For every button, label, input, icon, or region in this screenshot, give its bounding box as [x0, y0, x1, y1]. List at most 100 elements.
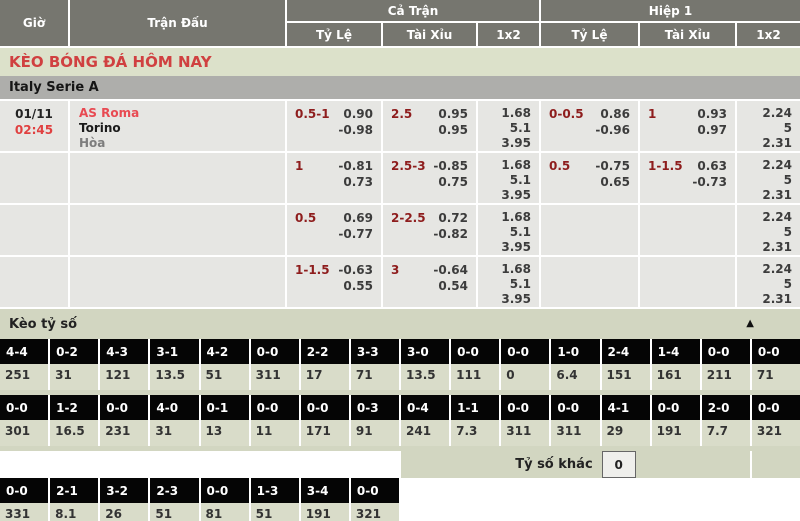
- ft-handicap-cell[interactable]: 0.5 0.69 -0.77: [287, 205, 383, 255]
- score-odds-value[interactable]: 91: [350, 420, 399, 446]
- h1-handicap-cell[interactable]: 0-0.5 0.86 -0.96: [541, 101, 640, 151]
- score-odds-value[interactable]: 311: [551, 420, 600, 446]
- score-odds-value[interactable]: 311: [250, 364, 299, 390]
- h1-1x2-cell[interactable]: 2.24 5 2.31: [737, 153, 800, 203]
- ft-handicap-odds-home[interactable]: 0.90: [343, 107, 373, 121]
- score-odds-cell[interactable]: 3-3 71: [350, 339, 399, 390]
- score-odds-value[interactable]: 13.5: [401, 364, 450, 390]
- h1-1x2-home[interactable]: 2.24: [762, 106, 792, 120]
- ft-1x2-away[interactable]: 3.95: [501, 240, 531, 254]
- score-odds-value[interactable]: 51: [150, 503, 199, 521]
- score-odds-cell[interactable]: 1-2 16.5: [50, 395, 99, 446]
- ft-1x2-home[interactable]: 1.68: [501, 106, 531, 120]
- score-odds-cell[interactable]: 3-1 13.5: [150, 339, 199, 390]
- h1-over-under-cell[interactable]: [640, 205, 737, 255]
- h1-handicap-odds-away[interactable]: 0.65: [600, 175, 630, 189]
- score-odds-cell[interactable]: 0-0 71: [751, 339, 800, 390]
- score-odds-cell[interactable]: 0-0 311: [501, 395, 550, 446]
- h1-handicap-cell[interactable]: [541, 257, 640, 307]
- h1-1x2-away[interactable]: 2.31: [762, 240, 792, 254]
- score-odds-cell[interactable]: 4-0 31: [150, 395, 199, 446]
- score-odds-cell[interactable]: 0-0 171: [300, 395, 349, 446]
- score-odds-value[interactable]: 321: [751, 420, 800, 446]
- ft-over-under-cell[interactable]: 2.5 0.95 0.95: [383, 101, 478, 151]
- score-odds-value[interactable]: 51: [200, 364, 249, 390]
- score-odds-value[interactable]: 301: [0, 420, 49, 446]
- h1-handicap-odds-away[interactable]: -0.96: [595, 123, 630, 137]
- score-odds-cell[interactable]: 4-3 121: [100, 339, 149, 390]
- score-odds-cell[interactable]: 0-0 111: [451, 339, 500, 390]
- ft-1x2-draw[interactable]: 5.1: [509, 173, 531, 187]
- ft-1x2-away[interactable]: 3.95: [501, 292, 531, 306]
- h1-handicap-cell[interactable]: [541, 205, 640, 255]
- score-odds-cell[interactable]: 0-0 231: [100, 395, 149, 446]
- score-odds-cell[interactable]: 1-0 6.4: [551, 339, 600, 390]
- score-odds-cell[interactable]: 0-0 191: [651, 395, 700, 446]
- score-odds-cell[interactable]: 0-2 31: [50, 339, 99, 390]
- ft-1x2-draw[interactable]: 5.1: [509, 121, 531, 135]
- score-odds-value[interactable]: 211: [701, 364, 750, 390]
- ft-1x2-cell[interactable]: 1.68 5.1 3.95: [478, 101, 541, 151]
- ft-1x2-draw[interactable]: 5.1: [509, 225, 531, 239]
- score-odds-value[interactable]: 0: [501, 364, 550, 390]
- ft-over-under-cell[interactable]: 2-2.5 0.72 -0.82: [383, 205, 478, 255]
- score-odds-value[interactable]: 13.5: [150, 364, 199, 390]
- ft-1x2-away[interactable]: 3.95: [501, 136, 531, 150]
- score-odds-value[interactable]: 151: [601, 364, 650, 390]
- score-odds-cell[interactable]: 1-4 161: [651, 339, 700, 390]
- h1-over-under-cell[interactable]: 1 0.93 0.97: [640, 101, 737, 151]
- ft-over-under-cell[interactable]: 3 -0.64 0.54: [383, 257, 478, 307]
- score-odds-cell[interactable]: 0-0 301: [0, 395, 49, 446]
- score-odds-value[interactable]: 6.4: [551, 364, 600, 390]
- score-odds-value[interactable]: 16.5: [50, 420, 99, 446]
- ft-handicap-cell[interactable]: 0.5-1 0.90 -0.98: [287, 101, 383, 151]
- ft-over-odds[interactable]: -0.64: [433, 263, 468, 277]
- score-odds-value[interactable]: 111: [451, 364, 500, 390]
- ft-handicap-odds-away[interactable]: 0.55: [343, 279, 373, 293]
- score-odds-cell[interactable]: 0-0 11: [250, 395, 299, 446]
- ft-1x2-cell[interactable]: 1.68 5.1 3.95: [478, 153, 541, 203]
- score-odds-cell[interactable]: 3-0 13.5: [401, 339, 450, 390]
- score-odds-value[interactable]: 161: [651, 364, 700, 390]
- h1-1x2-away[interactable]: 2.31: [762, 136, 792, 150]
- h1-1x2-cell[interactable]: 2.24 5 2.31: [737, 101, 800, 151]
- score-odds-value[interactable]: 26: [100, 503, 149, 521]
- ft-1x2-home[interactable]: 1.68: [501, 158, 531, 172]
- score-odds-value[interactable]: 71: [350, 364, 399, 390]
- score-odds-cell[interactable]: 0-0 311: [250, 339, 299, 390]
- h1-over-under-cell[interactable]: 1-1.5 0.63 -0.73: [640, 153, 737, 203]
- ft-1x2-draw[interactable]: 5.1: [509, 277, 531, 291]
- score-odds-cell[interactable]: 0-0 321: [751, 395, 800, 446]
- ft-handicap-odds-away[interactable]: -0.98: [338, 123, 373, 137]
- score-odds-value[interactable]: 7.7: [701, 420, 750, 446]
- ft-over-under-cell[interactable]: 2.5-3 -0.85 0.75: [383, 153, 478, 203]
- ft-under-odds[interactable]: 0.54: [438, 279, 468, 293]
- score-odds-value[interactable]: 11: [250, 420, 299, 446]
- score-odds-value[interactable]: 71: [751, 364, 800, 390]
- h1-1x2-draw[interactable]: 5: [783, 121, 792, 135]
- score-odds-value[interactable]: 251: [0, 364, 49, 390]
- h1-1x2-draw[interactable]: 5: [783, 225, 792, 239]
- score-odds-cell[interactable]: 2-2 17: [300, 339, 349, 390]
- score-odds-value[interactable]: 29: [601, 420, 650, 446]
- h1-under-odds[interactable]: -0.73: [692, 175, 727, 189]
- score-odds-value[interactable]: 191: [300, 503, 349, 521]
- h1-1x2-home[interactable]: 2.24: [762, 158, 792, 172]
- ft-handicap-odds-home[interactable]: -0.63: [338, 263, 373, 277]
- score-odds-cell[interactable]: 0-4 241: [401, 395, 450, 446]
- h1-1x2-cell[interactable]: 2.24 5 2.31: [737, 205, 800, 255]
- h1-over-under-cell[interactable]: [640, 257, 737, 307]
- score-odds-cell[interactable]: 2-4 151: [601, 339, 650, 390]
- ft-over-odds[interactable]: 0.95: [438, 107, 468, 121]
- ft-1x2-cell[interactable]: 1.68 5.1 3.95: [478, 257, 541, 307]
- h1-1x2-away[interactable]: 2.31: [762, 292, 792, 306]
- score-odds-cell[interactable]: 4-2 51: [200, 339, 249, 390]
- score-odds-value[interactable]: 121: [100, 364, 149, 390]
- ft-under-odds[interactable]: 0.95: [438, 123, 468, 137]
- score-odds-value[interactable]: 331: [0, 503, 49, 521]
- ft-1x2-cell[interactable]: 1.68 5.1 3.95: [478, 205, 541, 255]
- score-odds-value[interactable]: 311: [501, 420, 550, 446]
- score-odds-value[interactable]: 51: [250, 503, 299, 521]
- ft-handicap-cell[interactable]: 1-1.5 -0.63 0.55: [287, 257, 383, 307]
- ft-1x2-home[interactable]: 1.68: [501, 262, 531, 276]
